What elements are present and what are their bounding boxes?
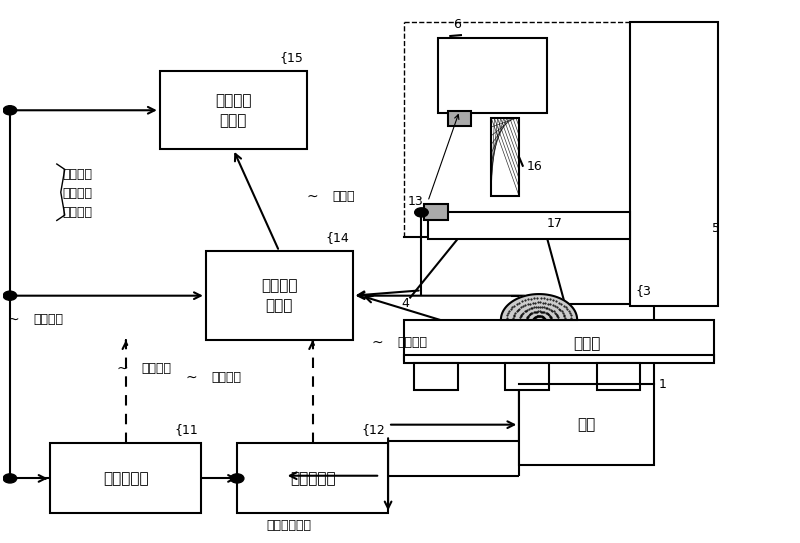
Bar <box>160 71 306 149</box>
Text: 检测器: 检测器 <box>573 337 600 351</box>
Text: 16: 16 <box>527 160 543 173</box>
Bar <box>438 37 547 113</box>
Text: 5: 5 <box>712 222 720 235</box>
Circle shape <box>414 208 428 217</box>
Circle shape <box>3 106 17 115</box>
Text: ~: ~ <box>372 336 383 350</box>
Bar <box>237 444 388 513</box>
Bar <box>519 304 654 465</box>
Text: 运动轨迹
测定部: 运动轨迹 测定部 <box>261 278 298 313</box>
Text: 4: 4 <box>402 297 410 310</box>
Bar <box>506 363 549 390</box>
Circle shape <box>3 474 17 483</box>
Text: {11: {11 <box>174 424 198 437</box>
Text: ~: ~ <box>116 361 128 375</box>
Text: 指令生成部: 指令生成部 <box>103 471 149 486</box>
Bar <box>50 444 202 513</box>
Text: 17: 17 <box>547 217 563 230</box>
Text: 检测信号: 检测信号 <box>398 336 428 349</box>
Text: {12: {12 <box>361 424 385 437</box>
Text: {14: {14 <box>326 231 350 244</box>
Text: 目标位置: 目标位置 <box>33 313 63 326</box>
Bar <box>630 22 718 306</box>
Text: 加速度: 加速度 <box>333 190 355 203</box>
Bar <box>491 118 519 196</box>
Circle shape <box>230 474 244 483</box>
Bar <box>414 363 458 390</box>
Bar <box>449 111 470 126</box>
Text: 指令位置: 指令位置 <box>142 362 172 375</box>
Polygon shape <box>501 294 577 320</box>
Text: 6: 6 <box>454 18 461 31</box>
Text: {3: {3 <box>635 284 651 297</box>
Text: 马达驱动电压: 马达驱动电压 <box>266 519 311 532</box>
Bar <box>404 355 714 363</box>
Bar <box>428 212 630 239</box>
Text: 马达: 马达 <box>578 417 596 432</box>
Text: 13: 13 <box>408 195 424 208</box>
Bar <box>424 204 448 220</box>
Bar <box>206 251 353 340</box>
Text: ~: ~ <box>186 371 197 385</box>
Text: 1: 1 <box>658 378 666 391</box>
Text: {15: {15 <box>280 52 303 64</box>
Bar <box>597 363 640 390</box>
Text: ~: ~ <box>306 190 318 203</box>
Text: 马达驱动部: 马达驱动部 <box>290 471 335 486</box>
Text: 机械位置
检测位置
指令位置: 机械位置 检测位置 指令位置 <box>62 168 92 219</box>
Text: 运动轨迹
显示部: 运动轨迹 显示部 <box>215 93 251 128</box>
Circle shape <box>3 291 17 300</box>
Bar <box>404 320 714 360</box>
Text: 检测位置: 检测位置 <box>211 371 241 384</box>
Text: ~: ~ <box>7 313 19 327</box>
